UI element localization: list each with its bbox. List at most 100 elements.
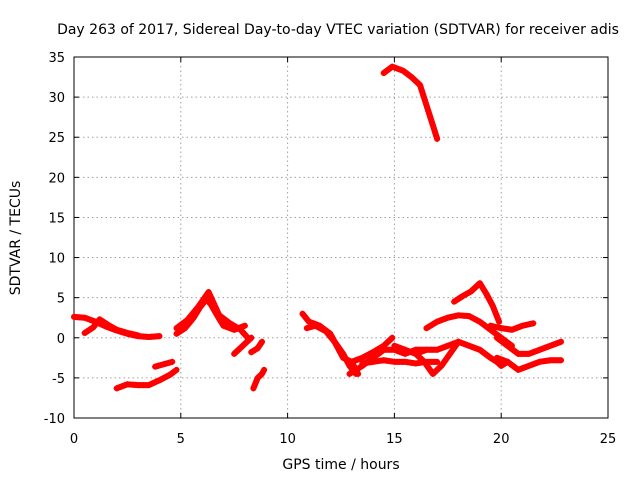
data-point	[258, 338, 265, 345]
data-point	[434, 135, 441, 142]
data-point	[261, 366, 268, 373]
data-point	[444, 314, 451, 321]
data-point	[391, 342, 398, 349]
data-point	[525, 362, 532, 369]
data-point	[421, 96, 428, 103]
x-tick-label: 20	[493, 432, 510, 447]
data-series-arc-17	[380, 63, 441, 142]
data-series-arc-2	[81, 316, 142, 339]
data-point	[116, 384, 123, 391]
data-point	[303, 325, 310, 332]
data-point	[519, 322, 526, 329]
data-point	[489, 302, 496, 309]
data-point	[396, 344, 403, 351]
y-tick-label: 20	[48, 171, 65, 186]
data-point	[460, 340, 467, 347]
data-point	[525, 350, 532, 357]
data-point	[417, 84, 424, 91]
data-point	[434, 346, 441, 353]
data-point	[494, 316, 501, 323]
data-series-arc-19	[451, 280, 503, 325]
data-point	[121, 382, 128, 389]
data-point	[466, 342, 473, 349]
data-point	[433, 133, 440, 140]
data-point	[555, 339, 562, 346]
data-point	[116, 327, 123, 334]
data-series-arc-9	[250, 366, 268, 392]
x-tick-label: 0	[70, 432, 78, 447]
data-point	[450, 313, 457, 320]
data-point	[455, 338, 462, 345]
data-point	[422, 99, 429, 106]
data-point	[306, 324, 313, 331]
plot-frame	[73, 56, 609, 419]
data-point	[549, 341, 556, 348]
data-point	[528, 349, 535, 356]
data-point	[417, 82, 424, 89]
data-point	[407, 348, 414, 355]
data-point	[442, 315, 449, 322]
data-point	[253, 377, 260, 384]
data-point	[404, 347, 411, 354]
data-point	[439, 344, 446, 351]
data-point	[522, 322, 529, 329]
data-point	[547, 342, 554, 349]
data-point	[148, 380, 155, 387]
data-point	[354, 356, 361, 363]
data-point	[531, 360, 538, 367]
data-point	[309, 323, 316, 330]
data-point	[160, 361, 167, 368]
data-series-arc-8	[248, 338, 265, 356]
y-axis-label: SDTVAR / TECUs	[8, 181, 24, 296]
data-point	[527, 320, 534, 327]
data-point	[425, 107, 432, 114]
data-point	[471, 344, 478, 351]
y-tick-label: -5	[52, 372, 65, 387]
data-point	[399, 345, 406, 352]
y-tick-labels: -10 -5 0 5 10 15 20 25 30 35	[44, 51, 65, 427]
x-tick-label: 15	[386, 432, 403, 447]
data-point	[124, 329, 131, 336]
data-point	[113, 385, 120, 392]
data-point	[516, 323, 523, 330]
data-point	[119, 383, 126, 390]
data-point	[418, 348, 425, 355]
data-point	[248, 334, 255, 341]
y-tick-label: -10	[44, 412, 65, 427]
data-point	[533, 347, 540, 354]
data-point	[511, 325, 518, 332]
axis-ticks	[73, 56, 609, 419]
data-point	[439, 316, 446, 323]
y-tick-label: 10	[48, 252, 65, 267]
data-point	[558, 357, 565, 364]
data-point	[487, 322, 494, 329]
data-point	[153, 378, 160, 385]
data-point	[541, 344, 548, 351]
data-point	[496, 318, 503, 325]
data-point	[508, 326, 515, 333]
data-point	[156, 333, 163, 340]
data-point	[429, 122, 436, 129]
data-point	[531, 348, 538, 355]
data-point	[420, 347, 427, 354]
data-point	[155, 362, 162, 369]
data-series-arc-22	[493, 334, 565, 357]
data-point	[127, 330, 134, 337]
data-point	[389, 334, 396, 341]
data-point	[450, 340, 457, 347]
data-point	[558, 338, 565, 345]
data-point	[129, 331, 136, 338]
data-point	[520, 364, 527, 371]
data-point	[241, 322, 248, 329]
data-point	[432, 130, 439, 137]
data-point	[444, 342, 451, 349]
data-point	[418, 87, 425, 94]
chart-title: Day 263 of 2017, Sidereal Day-to-day VTE…	[57, 22, 619, 38]
data-point	[447, 341, 454, 348]
data-point	[356, 355, 363, 362]
y-tick-label: 5	[57, 292, 65, 307]
data-point	[151, 379, 158, 386]
data-point	[119, 328, 126, 335]
data-point	[528, 361, 535, 368]
data-point	[514, 324, 521, 331]
